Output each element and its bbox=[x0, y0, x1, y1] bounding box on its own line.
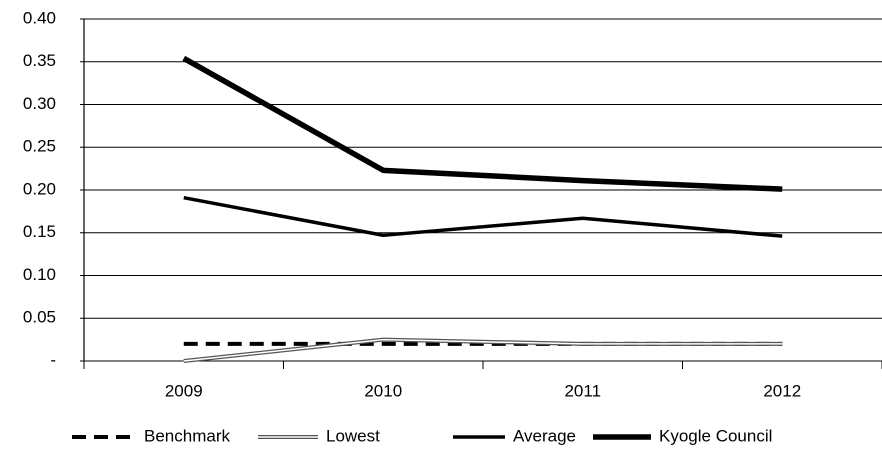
x-tick-label: 2011 bbox=[564, 381, 601, 400]
x-tick-label: 2010 bbox=[364, 381, 402, 400]
series-line bbox=[182, 55, 783, 192]
y-tick-label: 0.30 bbox=[23, 94, 56, 113]
y-tick-label: 0.40 bbox=[23, 8, 56, 27]
y-tick-label: 0.35 bbox=[23, 51, 56, 70]
x-tick-label: 2012 bbox=[763, 381, 801, 400]
legend-label: Lowest bbox=[326, 426, 380, 445]
y-tick-label: 0.25 bbox=[23, 137, 56, 156]
legend-label: Average bbox=[513, 426, 576, 445]
y-tick-label: 0.15 bbox=[23, 222, 56, 241]
y-tick-label: - bbox=[50, 350, 56, 369]
legend-label: Kyogle Council bbox=[659, 426, 772, 445]
series-line-inner bbox=[183, 338, 783, 362]
y-tick-label: 0.05 bbox=[23, 308, 56, 327]
series-line bbox=[183, 195, 783, 238]
y-tick-label: 0.20 bbox=[23, 179, 56, 198]
legend-label: Benchmark bbox=[144, 426, 230, 445]
y-tick-label: 0.10 bbox=[23, 265, 56, 284]
x-tick-label: 2009 bbox=[165, 381, 203, 400]
